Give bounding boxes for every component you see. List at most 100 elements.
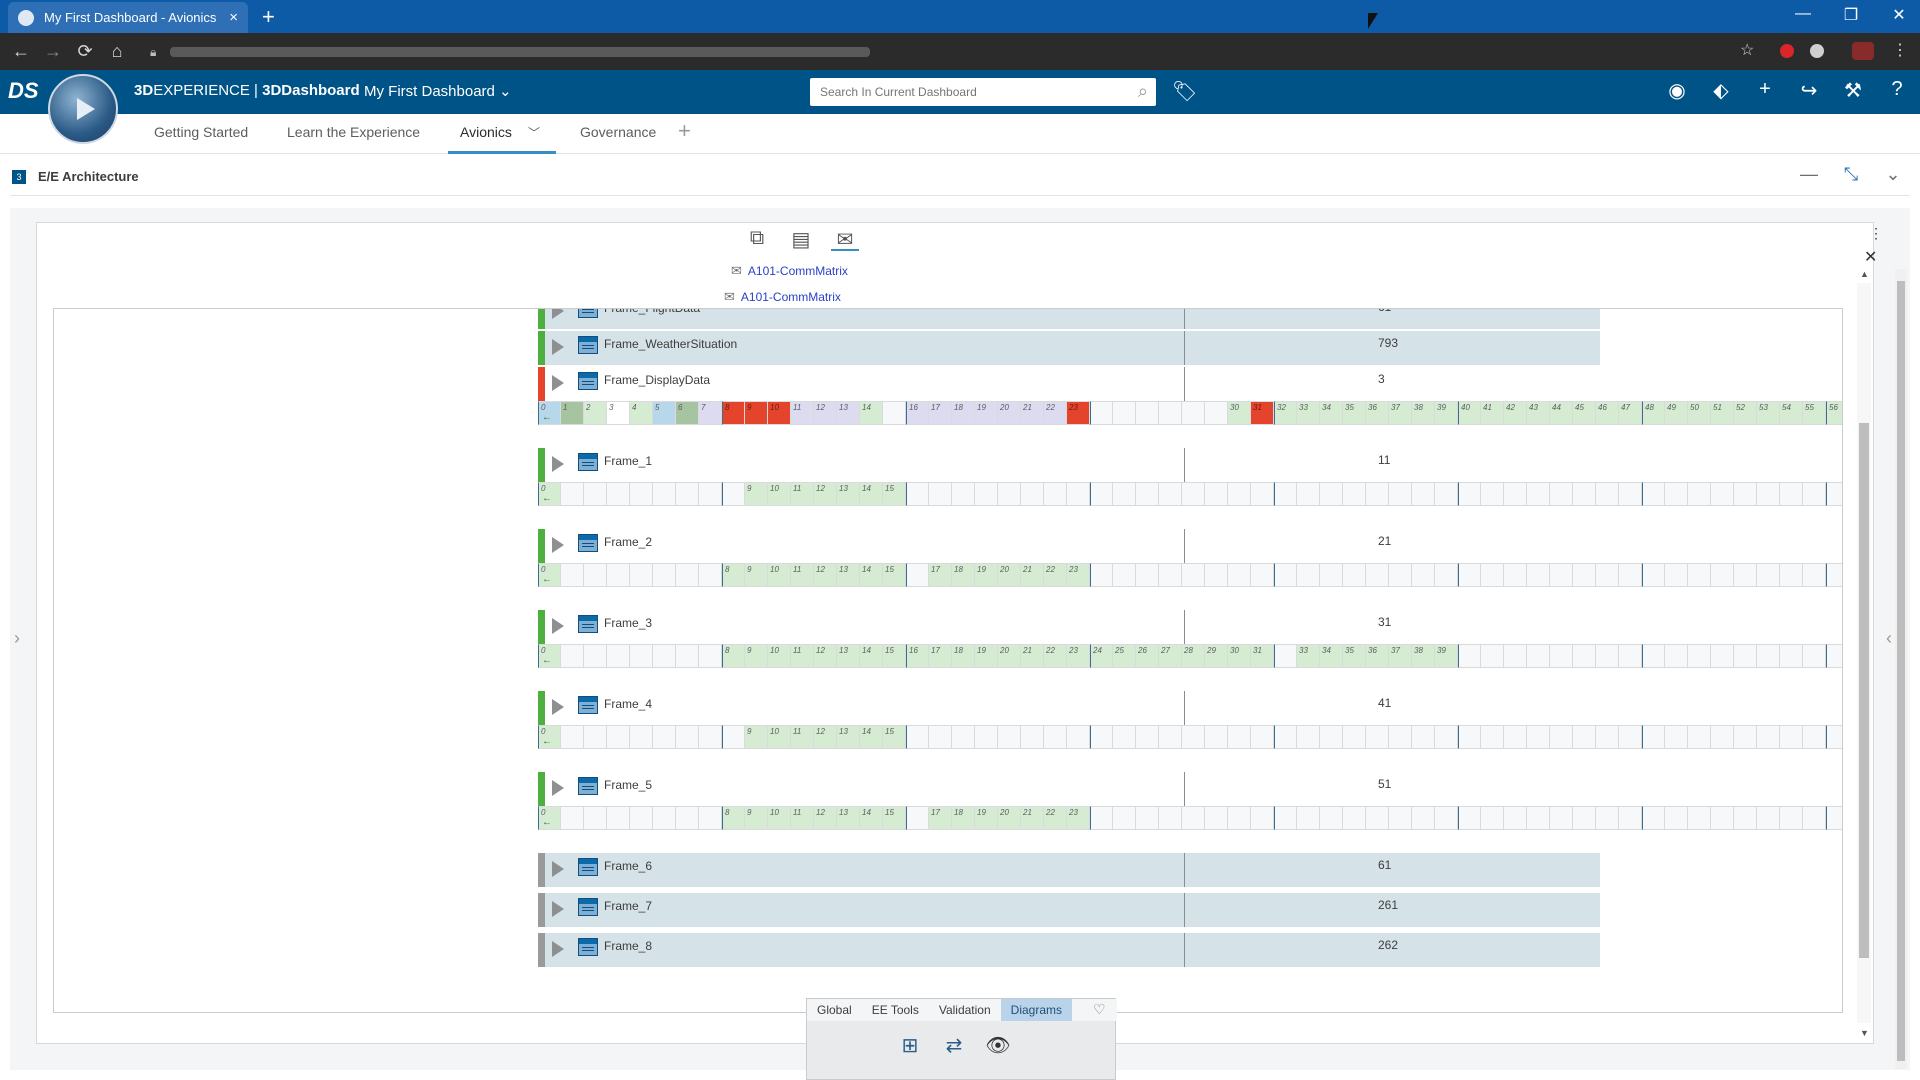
bit-cell[interactable]	[1481, 725, 1504, 749]
bit-cell[interactable]: 55	[1803, 401, 1826, 425]
bit-cell[interactable]	[1274, 725, 1297, 749]
frame-row[interactable]: Frame_DisplayData 3	[538, 367, 1600, 401]
bit-cell[interactable]	[1688, 806, 1711, 830]
bit-cell[interactable]: 33	[1297, 644, 1320, 668]
bit-cell[interactable]	[699, 806, 722, 830]
bit-cell[interactable]	[1251, 482, 1274, 506]
bit-cell[interactable]: 11	[791, 644, 814, 668]
bit-cell[interactable]	[1780, 644, 1803, 668]
bit-cell[interactable]	[1757, 806, 1780, 830]
bit-cell[interactable]: 8	[722, 644, 745, 668]
bit-cell[interactable]	[1711, 806, 1734, 830]
bit-cell[interactable]	[676, 563, 699, 587]
bit-cell[interactable]: 25	[1113, 644, 1136, 668]
add-icon[interactable]: +	[1759, 78, 1771, 100]
scroll-up-icon[interactable]: ▲	[1860, 269, 1869, 279]
bit-cell[interactable]	[1251, 806, 1274, 830]
bit-cell[interactable]	[653, 725, 676, 749]
bit-cell[interactable]	[1711, 563, 1734, 587]
bit-cell[interactable]	[1297, 482, 1320, 506]
bit-cell[interactable]	[1665, 644, 1688, 668]
bit-cell[interactable]: 11	[791, 806, 814, 830]
bit-cell[interactable]: 9	[745, 644, 768, 668]
bit-cell[interactable]	[1504, 563, 1527, 587]
browser-tab[interactable]: My First Dashboard - Avionics ×	[8, 2, 248, 33]
bit-cell[interactable]: 48	[1642, 401, 1665, 425]
bit-cell[interactable]	[1619, 482, 1642, 506]
bit-cell[interactable]	[1711, 725, 1734, 749]
bit-cell[interactable]	[1688, 725, 1711, 749]
bit-cell[interactable]	[1274, 482, 1297, 506]
more-options-icon[interactable]: ⋮	[1869, 225, 1883, 241]
bit-cell[interactable]	[1159, 806, 1182, 830]
bit-cell[interactable]: 18	[952, 644, 975, 668]
bit-cell[interactable]	[906, 563, 929, 587]
bit-cell[interactable]	[1320, 563, 1343, 587]
bit-cell[interactable]	[1619, 806, 1642, 830]
bit-cell[interactable]	[1527, 725, 1550, 749]
bit-cell[interactable]	[1182, 482, 1205, 506]
bit-cell[interactable]	[1159, 482, 1182, 506]
bit-cell[interactable]	[1504, 482, 1527, 506]
bit-cell[interactable]	[1481, 563, 1504, 587]
expand-arrow-icon[interactable]	[552, 861, 564, 877]
tab-avionics[interactable]: Avionics	[460, 124, 512, 140]
bit-cell[interactable]: 39	[1435, 644, 1458, 668]
frame-row[interactable]: Frame_2 21	[538, 529, 1600, 563]
bit-cell[interactable]	[607, 644, 630, 668]
bit-cell[interactable]	[1136, 806, 1159, 830]
bit-cell[interactable]: 22	[1044, 644, 1067, 668]
frame-row[interactable]: Frame_5 51	[538, 772, 1600, 806]
expand-arrow-icon[interactable]	[552, 537, 564, 553]
bit-cell[interactable]	[699, 725, 722, 749]
bit-cell[interactable]	[1228, 563, 1251, 587]
bit-cell[interactable]: 21	[1021, 806, 1044, 830]
bit-cell[interactable]: 16	[906, 401, 929, 425]
bit-cell[interactable]: 8	[722, 806, 745, 830]
bit-cell[interactable]: 18	[952, 401, 975, 425]
bit-cell[interactable]	[561, 806, 584, 830]
bit-cell[interactable]	[883, 401, 906, 425]
bit-cell[interactable]	[584, 563, 607, 587]
bookmark-star-icon[interactable]: ☆	[1740, 42, 1755, 59]
frame-row[interactable]: Frame_7 261	[538, 893, 1600, 927]
url-field[interactable]: 🔒︎	[150, 40, 1730, 64]
bit-cell[interactable]	[1688, 482, 1711, 506]
bit-cell[interactable]	[1803, 806, 1826, 830]
bit-cell[interactable]: 2	[584, 401, 607, 425]
bit-cell[interactable]: 15	[883, 806, 906, 830]
bit-cell[interactable]	[1688, 563, 1711, 587]
bit-cell[interactable]	[1504, 644, 1527, 668]
bit-cell[interactable]	[1228, 725, 1251, 749]
bit-cell[interactable]	[1366, 725, 1389, 749]
frame-row[interactable]: Frame_4 41	[538, 691, 1600, 725]
tab-ee-tools[interactable]: EE Tools	[871, 1003, 919, 1017]
bit-cell[interactable]	[699, 482, 722, 506]
bit-cell[interactable]	[1182, 725, 1205, 749]
bit-cell[interactable]: 37	[1389, 401, 1412, 425]
bit-cell[interactable]: 9	[745, 482, 768, 506]
bit-cell[interactable]: 13	[837, 401, 860, 425]
bit-cell[interactable]	[1734, 482, 1757, 506]
bit-cell[interactable]: 30	[1228, 644, 1251, 668]
bit-cell[interactable]	[1803, 563, 1826, 587]
bit-cell[interactable]: 35	[1343, 644, 1366, 668]
back-arrow-icon[interactable]: ←	[12, 41, 30, 61]
bit-cell[interactable]	[1596, 482, 1619, 506]
bit-cell[interactable]	[561, 563, 584, 587]
bit-cell[interactable]	[1205, 482, 1228, 506]
bit-cell[interactable]: 46	[1596, 401, 1619, 425]
bit-cell[interactable]	[1573, 482, 1596, 506]
tab-validation[interactable]: Validation	[938, 1003, 991, 1017]
bit-cell[interactable]	[1826, 563, 1842, 587]
bit-cell[interactable]	[722, 725, 745, 749]
bit-cell[interactable]: 4	[630, 401, 653, 425]
bit-cell[interactable]	[975, 482, 998, 506]
bit-cell[interactable]	[998, 482, 1021, 506]
bit-cell[interactable]	[1596, 725, 1619, 749]
bit-cell[interactable]: 15	[883, 644, 906, 668]
bit-cell[interactable]: 0 ←	[538, 482, 561, 506]
bit-cell[interactable]	[1113, 806, 1136, 830]
tab-learn-the-experience[interactable]: Learn the Experience	[287, 124, 421, 140]
bit-cell[interactable]	[1412, 725, 1435, 749]
